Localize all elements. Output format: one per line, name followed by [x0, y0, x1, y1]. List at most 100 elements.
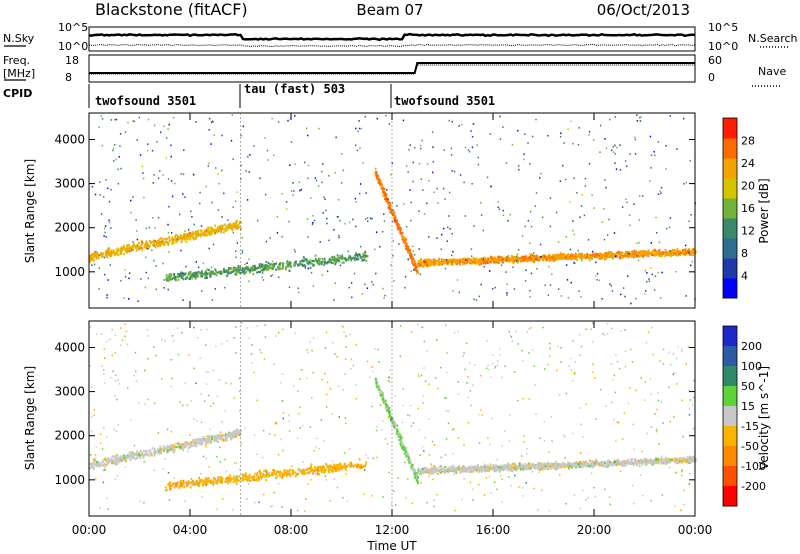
data-point	[201, 275, 203, 278]
data-point	[336, 466, 339, 469]
data-point	[274, 473, 277, 476]
data-point	[638, 219, 640, 221]
data-point	[418, 248, 420, 250]
data-point	[406, 455, 409, 458]
data-point	[565, 236, 568, 238]
data-point	[226, 228, 229, 231]
data-point	[499, 138, 502, 140]
data-point	[350, 462, 353, 465]
data-point	[674, 251, 676, 254]
data-point	[389, 208, 392, 211]
data-point	[421, 264, 424, 267]
data-point	[159, 445, 162, 448]
data-point	[304, 161, 306, 164]
data-point	[238, 271, 240, 275]
data-point	[108, 200, 111, 203]
data-point	[141, 452, 144, 455]
data-point	[179, 237, 182, 240]
data-point	[506, 292, 508, 294]
data-point	[547, 257, 550, 260]
data-point	[472, 258, 475, 261]
data-point	[592, 252, 595, 255]
data-point	[179, 213, 181, 216]
data-point	[208, 268, 210, 272]
data-point	[211, 481, 214, 484]
data-point	[168, 486, 171, 489]
data-point	[664, 459, 667, 462]
data-point	[511, 259, 514, 263]
data-point	[476, 144, 478, 146]
data-point	[361, 259, 364, 262]
data-point	[273, 263, 275, 266]
data-point	[375, 381, 378, 384]
data-point	[654, 275, 657, 277]
data-point	[359, 147, 361, 149]
data-point	[601, 254, 604, 257]
data-point	[148, 239, 151, 242]
data-point	[313, 219, 316, 222]
data-point	[451, 233, 453, 235]
data-point	[567, 296, 570, 299]
data-point	[560, 253, 563, 257]
data-point	[115, 463, 118, 466]
data-point	[493, 256, 496, 259]
data-point	[204, 229, 207, 232]
data-point	[144, 286, 147, 289]
colorbar-swatch	[723, 118, 737, 139]
data-point	[596, 253, 599, 256]
data-point	[587, 239, 590, 241]
data-point	[113, 251, 116, 254]
data-point	[355, 127, 357, 130]
data-point	[200, 478, 202, 481]
data-point	[490, 185, 493, 187]
data-point	[642, 195, 644, 197]
data-point	[339, 256, 341, 259]
data-point	[444, 260, 447, 263]
data-point	[246, 479, 249, 482]
data-point	[315, 469, 318, 472]
data-point	[206, 234, 209, 237]
data-point	[120, 456, 123, 460]
data-point	[117, 461, 120, 464]
data-point	[671, 250, 673, 253]
data-point	[574, 257, 577, 260]
data-point	[232, 270, 235, 273]
data-point	[301, 260, 304, 263]
data-point	[536, 268, 538, 270]
data-point	[381, 394, 383, 397]
data-point	[153, 259, 155, 262]
data-point	[320, 261, 323, 264]
data-point	[242, 478, 245, 481]
data-point	[100, 115, 102, 117]
data-point	[689, 159, 691, 162]
data-point	[463, 259, 466, 262]
data-point	[125, 457, 128, 460]
data-point	[235, 269, 238, 272]
data-point	[521, 463, 524, 466]
data-point	[692, 253, 695, 256]
data-point	[542, 258, 545, 262]
data-point	[503, 257, 505, 260]
data-point	[562, 254, 565, 257]
data-point	[414, 474, 417, 478]
data-point	[430, 259, 432, 262]
data-point	[573, 261, 575, 264]
data-point	[304, 267, 306, 269]
data-point	[343, 462, 346, 465]
data-point	[266, 149, 269, 152]
data-point	[298, 263, 301, 266]
data-point	[558, 257, 560, 260]
data-point	[286, 469, 289, 472]
data-point	[566, 257, 569, 260]
data-point	[190, 483, 193, 486]
data-point	[96, 463, 98, 466]
data-point	[596, 256, 599, 259]
data-point	[131, 245, 134, 248]
data-point	[140, 243, 143, 246]
data-point	[224, 223, 226, 226]
data-point	[285, 474, 288, 477]
data-point	[530, 272, 533, 275]
data-point	[500, 264, 503, 266]
data-point	[334, 257, 336, 260]
data-point	[646, 253, 649, 256]
